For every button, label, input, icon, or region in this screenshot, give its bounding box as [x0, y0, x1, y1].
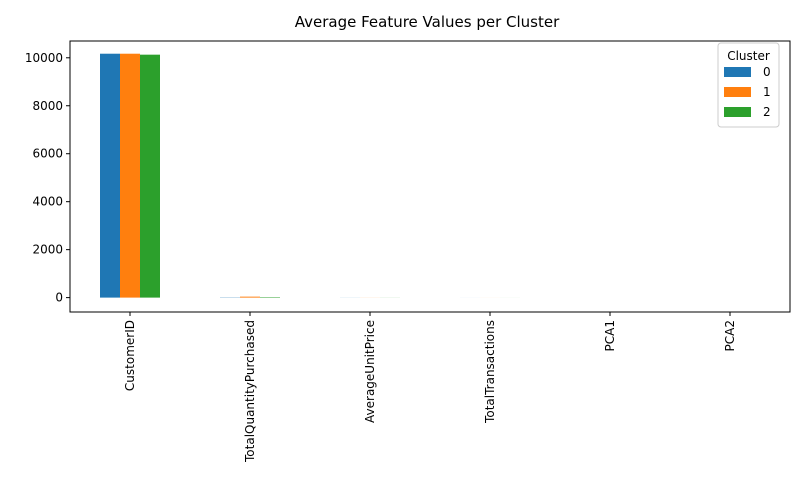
legend-swatch-1: [724, 87, 751, 97]
x-tick-label: TotalQuantityPurchased: [243, 320, 257, 463]
legend-label-0: 0: [763, 65, 771, 79]
legend-swatch-2: [724, 107, 751, 117]
legend-swatch-0: [724, 67, 751, 77]
x-tick-label: TotalTransactions: [483, 320, 497, 424]
legend-label-2: 2: [763, 105, 771, 119]
y-tick-label: 10000: [25, 51, 63, 65]
y-tick-label: 2000: [32, 243, 63, 257]
bar-TotalQuantityPurchased-cluster-1: [240, 296, 260, 298]
chart-title: Average Feature Values per Cluster: [295, 13, 560, 31]
y-tick-label: 0: [55, 291, 63, 305]
y-tick-label: 6000: [32, 147, 63, 161]
bar-CustomerID-cluster-0: [100, 53, 120, 298]
x-tick-label: CustomerID: [123, 320, 137, 391]
x-tick-label: PCA2: [723, 320, 737, 351]
y-tick-label: 4000: [32, 195, 63, 209]
legend: Cluster 0 1 2: [717, 42, 780, 128]
legend-title: Cluster: [727, 49, 770, 63]
bar-CustomerID-cluster-2: [140, 54, 160, 298]
x-tick-label: PCA1: [603, 320, 617, 351]
x-tick-label: AverageUnitPrice: [363, 320, 377, 423]
legend-items: 0 1 2: [724, 65, 771, 119]
legend-label-1: 1: [763, 85, 771, 99]
bar-CustomerID-cluster-1: [120, 53, 140, 298]
plot-area: 0 2000 4000 6000 8000 10000 CustomerID TotalQua…: [25, 40, 791, 463]
legend-frame: [717, 42, 780, 128]
plot-frame: [69, 40, 791, 313]
y-tick-label: 8000: [32, 99, 63, 113]
